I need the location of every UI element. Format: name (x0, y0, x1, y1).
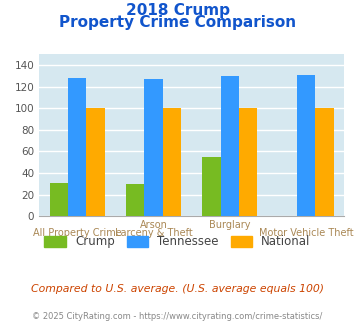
Bar (315, 108, 334, 216)
Legend: Crump, Tennessee, National: Crump, Tennessee, National (40, 231, 315, 253)
Bar (50, 183, 68, 216)
Bar (86, 108, 105, 216)
Bar (126, 184, 144, 216)
Text: Compared to U.S. average. (U.S. average equals 100): Compared to U.S. average. (U.S. average … (31, 284, 324, 294)
Text: All Property Crime: All Property Crime (33, 228, 121, 238)
Text: 2018 Crump: 2018 Crump (126, 3, 229, 18)
Bar (163, 108, 181, 216)
Text: Burglary: Burglary (209, 220, 251, 230)
Bar (202, 157, 221, 216)
Text: © 2025 CityRating.com - https://www.cityrating.com/crime-statistics/: © 2025 CityRating.com - https://www.city… (32, 312, 323, 321)
Bar (297, 75, 315, 216)
Bar (68, 78, 86, 216)
Bar (239, 108, 257, 216)
Bar (221, 76, 239, 216)
Text: Larceny & Theft: Larceny & Theft (115, 228, 192, 238)
Text: Motor Vehicle Theft: Motor Vehicle Theft (259, 228, 354, 238)
Bar (144, 79, 163, 216)
Text: Property Crime Comparison: Property Crime Comparison (59, 15, 296, 30)
Text: Arson: Arson (140, 220, 168, 230)
